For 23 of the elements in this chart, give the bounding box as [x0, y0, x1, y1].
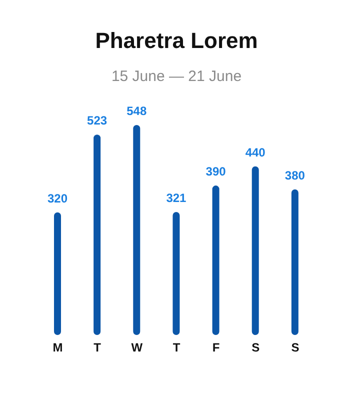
bar [212, 186, 220, 335]
data-label: 380 [284, 168, 306, 182]
data-label: 523 [87, 114, 108, 128]
x-tick-label: T [172, 340, 181, 355]
bar [291, 189, 298, 335]
chart-subtitle: 15 June — 21 June [110, 68, 243, 85]
x-tick-label: T [94, 340, 102, 355]
data-label: 440 [245, 145, 266, 160]
bar [133, 125, 140, 335]
x-tick-label: W [131, 340, 144, 355]
data-label: 320 [47, 191, 68, 206]
x-tick-label: S [252, 340, 260, 355]
x-tick-label: S [291, 340, 300, 355]
data-label: 390 [206, 164, 226, 179]
bar [54, 212, 61, 335]
bar [94, 134, 101, 335]
chart-title: Pharetra Lorem [94, 27, 259, 54]
data-label: 548 [126, 104, 147, 118]
x-tick-label: M [52, 340, 63, 355]
data-label: 321 [166, 190, 187, 205]
x-tick-label: F [212, 340, 220, 355]
bar [172, 212, 180, 335]
bar [252, 166, 259, 335]
